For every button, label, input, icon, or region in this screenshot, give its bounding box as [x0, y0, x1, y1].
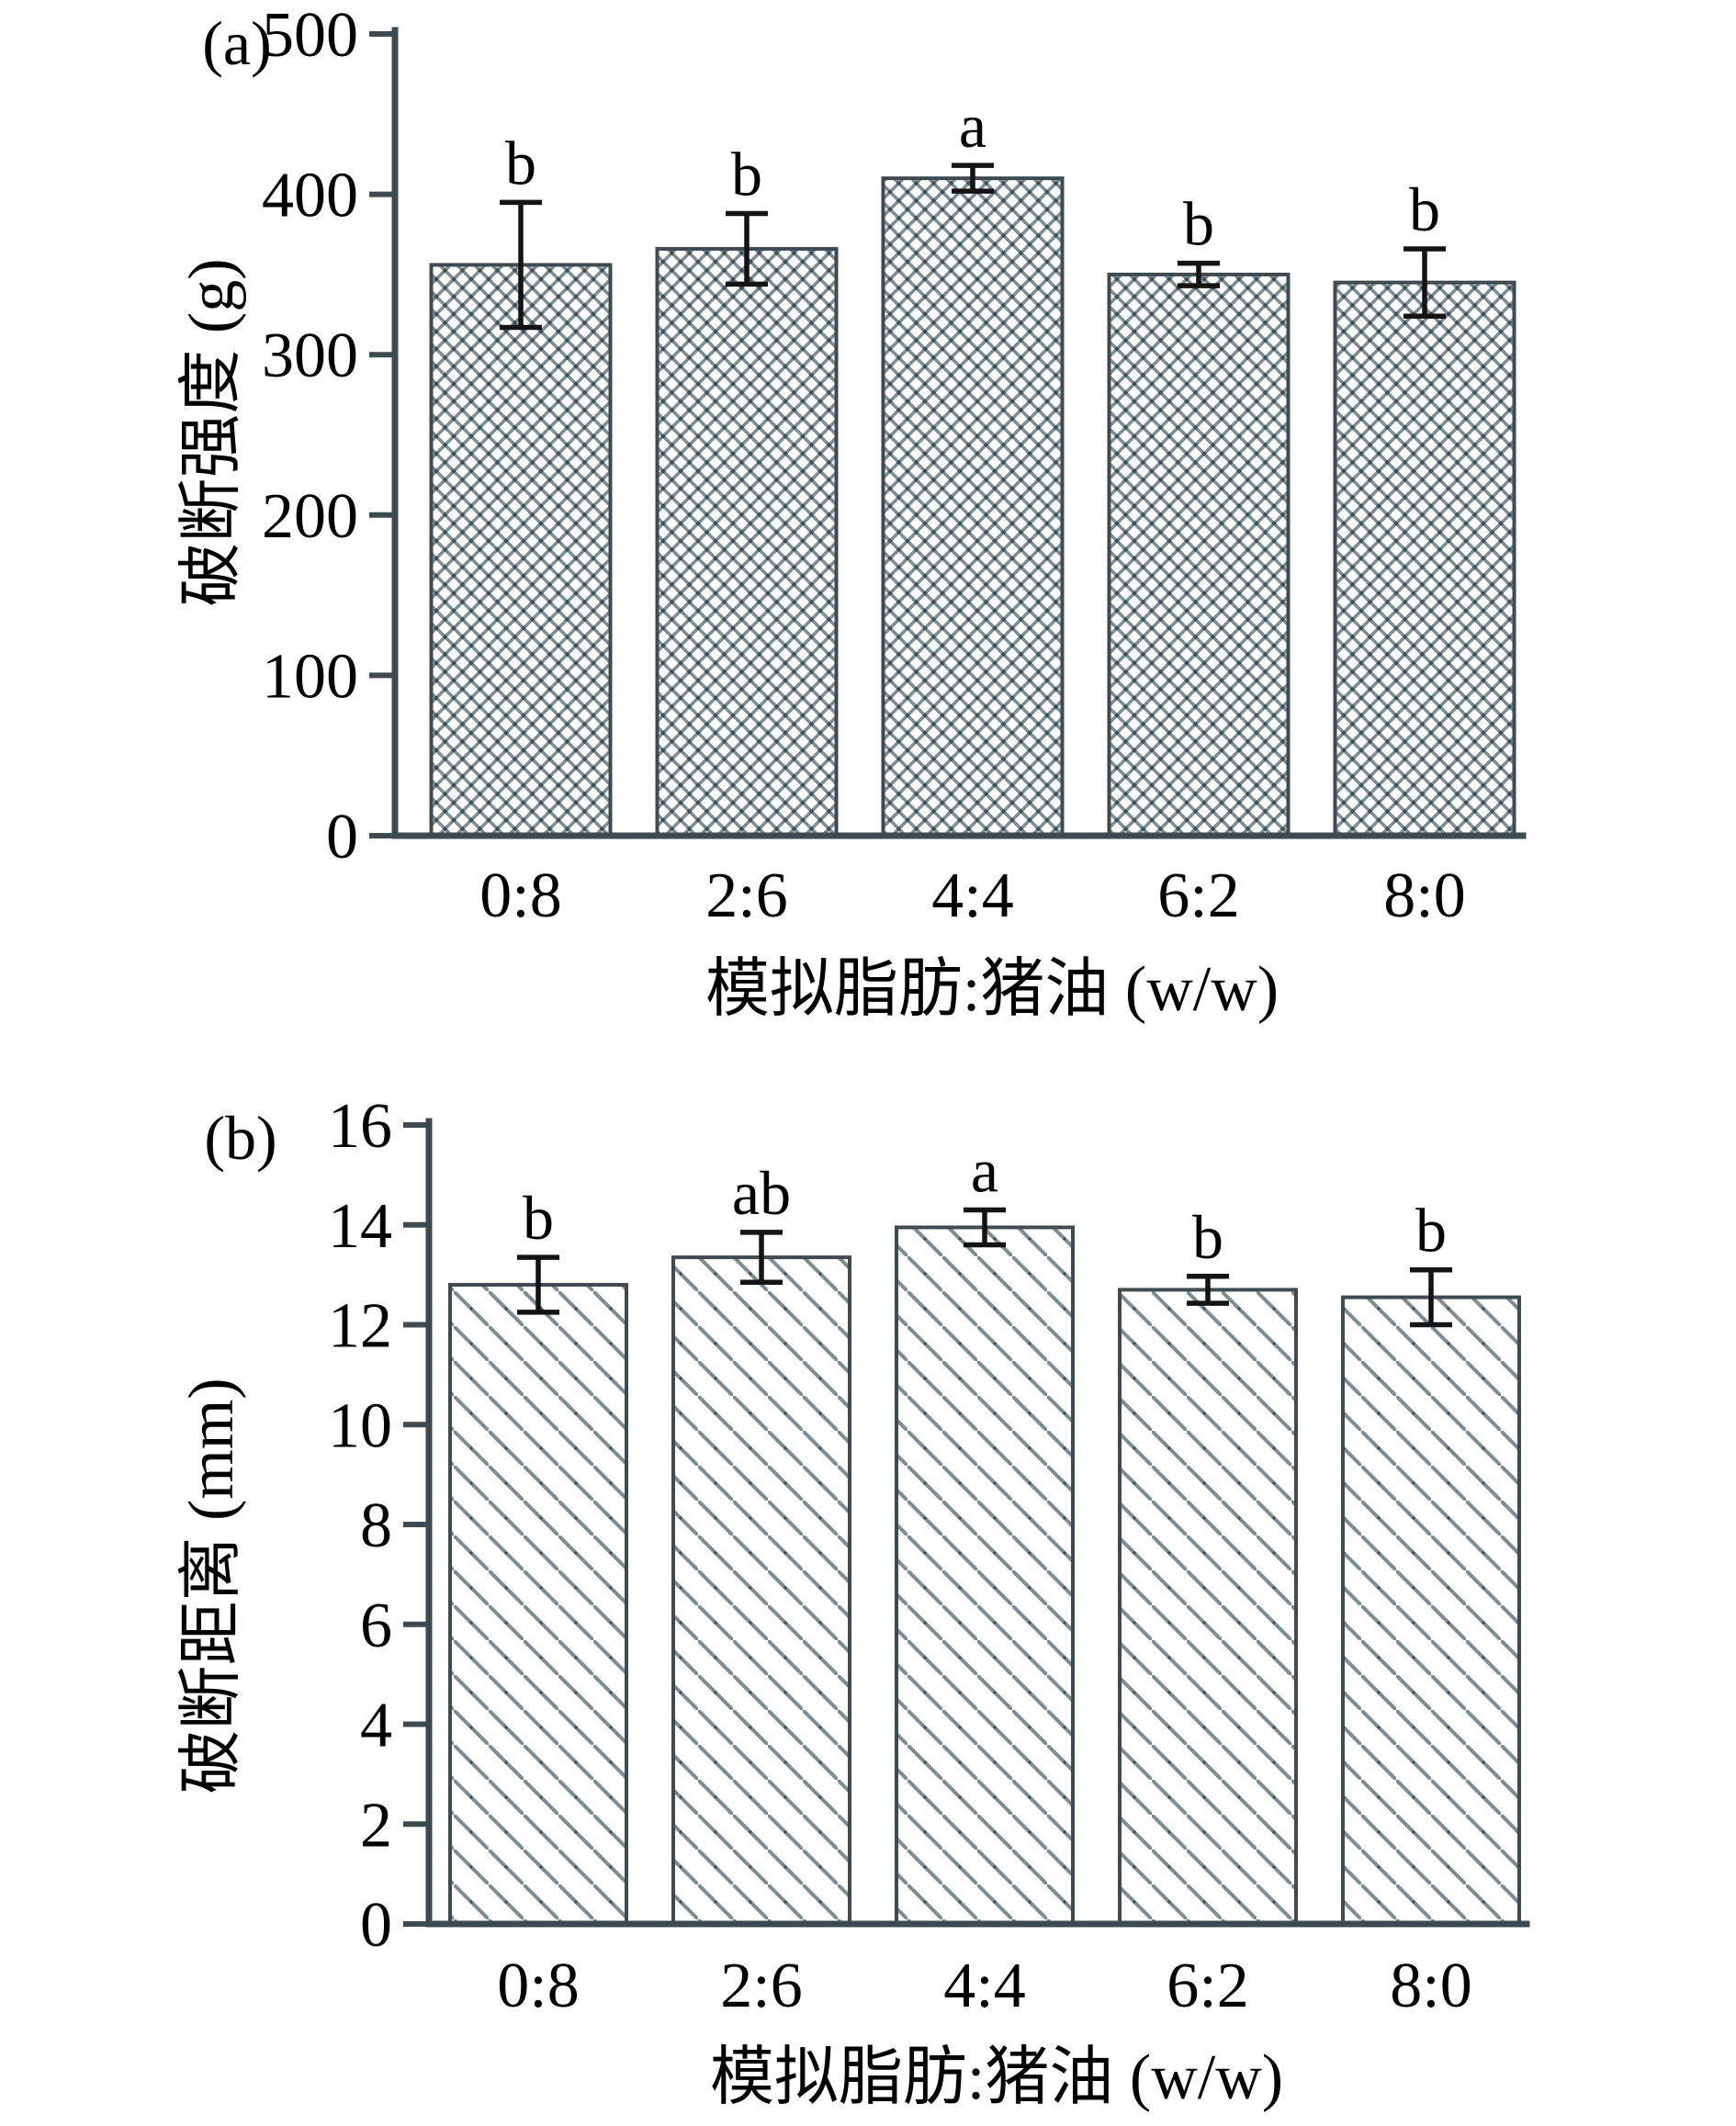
bar-0:8: [429, 263, 613, 838]
y-tick-label: 100: [262, 641, 358, 712]
sig-letter-0:8: b: [505, 128, 536, 197]
sig-letter-2:6: ab: [732, 1158, 791, 1228]
error-bar-4:4: [952, 163, 994, 194]
y-tick-label: 14: [328, 1191, 392, 1262]
sig-letter-8:0: b: [1415, 1196, 1447, 1265]
x-tick-label: 0:8: [479, 861, 561, 931]
bar-4:4: [895, 1225, 1075, 1926]
y-tick-label: 4: [360, 1691, 392, 1761]
y-tick-label: 0: [326, 802, 358, 872]
bar-2:6: [671, 1255, 851, 1926]
x-tick-label: 6:2: [1157, 861, 1239, 931]
panel-a: b b a b b 0 100 200 300 400 500 0:8 2:6 4:4 6:2 8:0 破断强度…: [176, 0, 1527, 1025]
y-tick-label: 12: [328, 1291, 392, 1362]
y-tick-label: 6: [360, 1591, 392, 1661]
error-bar-4:4: [964, 1207, 1006, 1248]
bar-4:4: [881, 176, 1065, 838]
sig-letter-2:6: b: [731, 140, 762, 209]
sig-letter-6:2: b: [1183, 189, 1214, 259]
error-bar-2:6: [740, 1230, 783, 1286]
error-bar-2:6: [726, 210, 768, 287]
y-axis-title: 破断距离 (mm): [176, 1378, 247, 1794]
panel-label: (a): [202, 8, 271, 78]
y-tick-label: 300: [262, 321, 358, 391]
sig-letter-0:8: b: [523, 1183, 554, 1253]
error-bar-8:0: [1410, 1266, 1452, 1328]
sig-letter-6:2: b: [1192, 1202, 1223, 1272]
bar-6:2: [1118, 1288, 1298, 1926]
bar-0:8: [448, 1283, 628, 1926]
x-tick-label: 4:4: [943, 1951, 1025, 2021]
y-tick-label: 0: [360, 1890, 392, 1961]
y-tick-label: 10: [328, 1390, 392, 1461]
y-tick-label: 2: [360, 1790, 392, 1861]
bar-8:0: [1341, 1295, 1521, 1926]
error-bar-6:2: [1178, 260, 1220, 288]
error-bar-6:2: [1187, 1274, 1229, 1306]
error-bar-8:0: [1403, 246, 1446, 320]
sig-letter-4:4: a: [971, 1135, 998, 1205]
x-axis-title: 模拟脂肪:猪油 (w/w): [710, 2042, 1283, 2113]
y-tick-label: 200: [262, 481, 358, 552]
sig-letter-4:4: a: [959, 91, 986, 161]
x-tick-label: 6:2: [1167, 1951, 1248, 2021]
sig-letter-8:0: b: [1409, 174, 1440, 244]
error-bar-0:8: [500, 199, 542, 331]
bar-2:6: [655, 246, 839, 838]
bar-6:2: [1107, 272, 1291, 838]
x-tick-label: 2:6: [720, 1951, 802, 2021]
x-tick-label: 2:6: [705, 861, 787, 931]
x-tick-label: 8:0: [1383, 861, 1465, 931]
bar-8:0: [1333, 280, 1516, 838]
panel-label: (b): [204, 1103, 276, 1173]
y-axis-title: 破断强度 (g): [176, 258, 247, 606]
y-tick-label: 500: [262, 0, 358, 71]
x-tick-label: 8:0: [1390, 1951, 1471, 2021]
y-tick-label: 8: [360, 1490, 392, 1561]
error-bar-0:8: [517, 1254, 559, 1315]
x-tick-label: 0:8: [497, 1951, 579, 2021]
x-tick-label: 4:4: [931, 861, 1013, 931]
y-tick-label: 16: [328, 1091, 392, 1162]
y-tick-label: 400: [262, 161, 358, 231]
x-axis-title: 模拟脂肪:猪油 (w/w): [705, 954, 1279, 1025]
